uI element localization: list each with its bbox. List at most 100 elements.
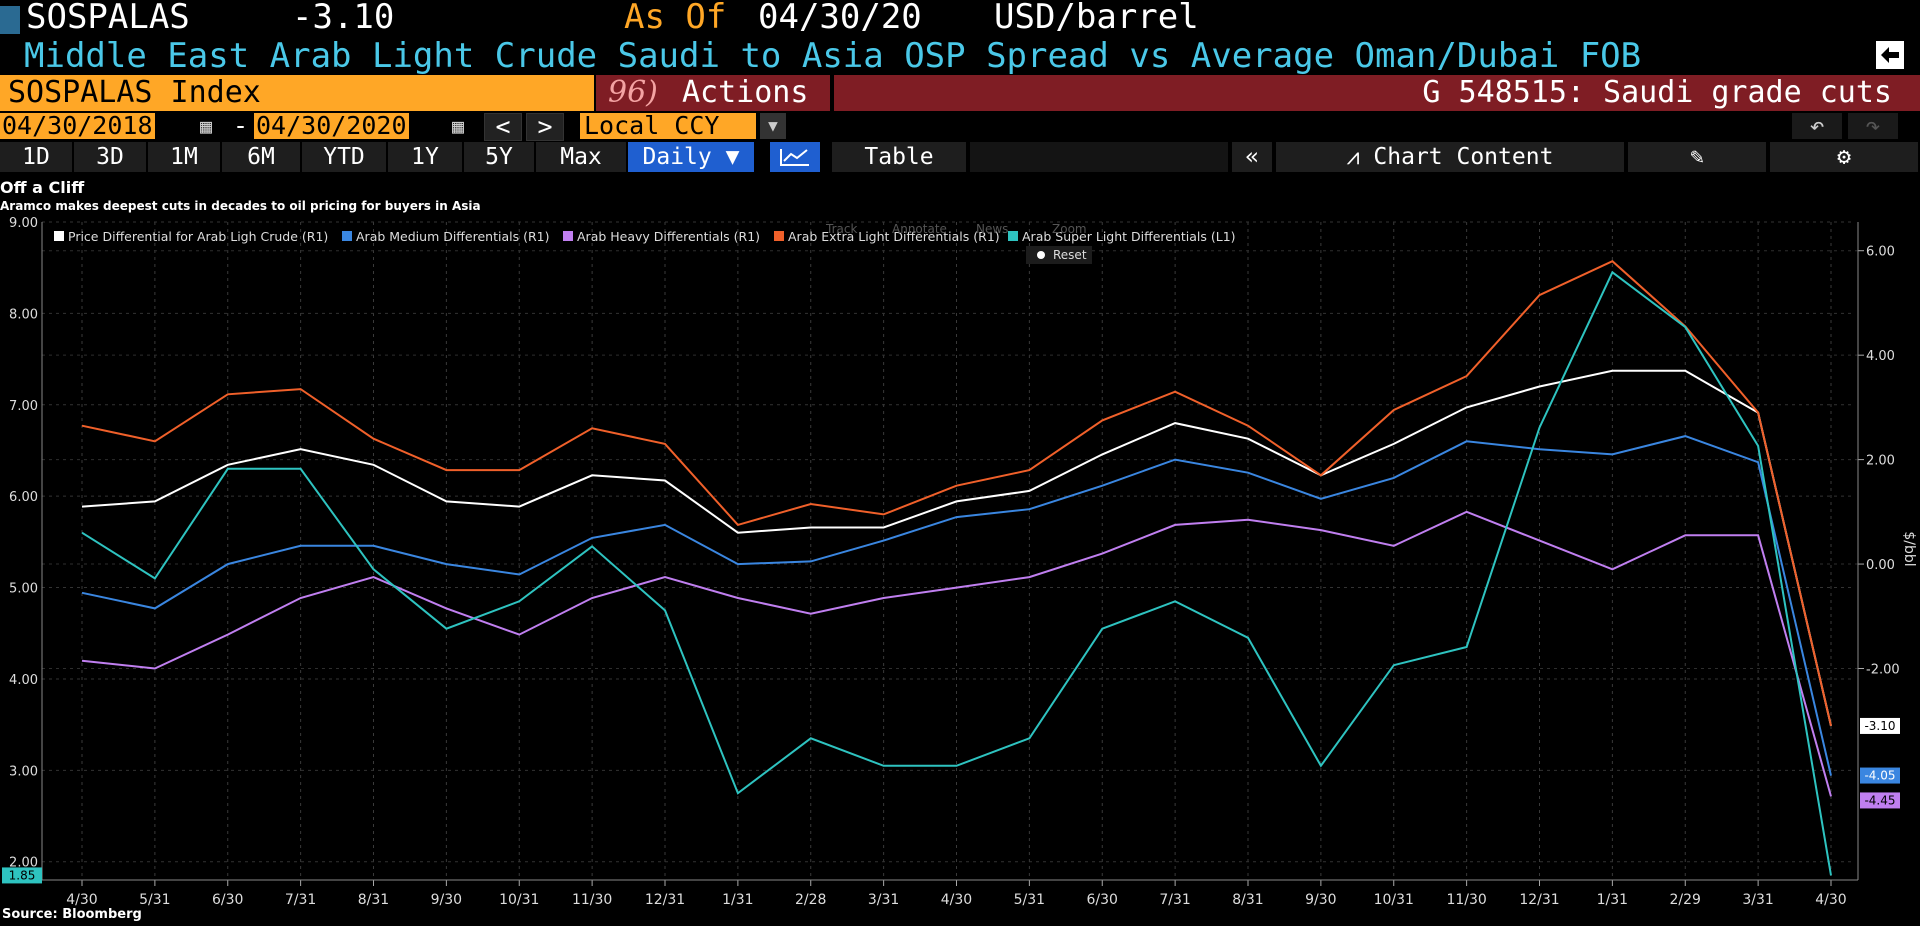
chevron-down-icon[interactable]: ▼ [760, 113, 786, 139]
series-line-1[interactable] [81, 435, 1832, 776]
y-tick-label-left: 8.00 [9, 307, 38, 322]
period-6m[interactable]: 6M [222, 142, 302, 172]
period-1m[interactable]: 1M [148, 142, 222, 172]
currency-select[interactable]: Local CCY [580, 113, 756, 139]
edit-icon[interactable]: ✎ [1628, 142, 1768, 172]
redo-icon[interactable]: ↷ [1848, 113, 1898, 139]
track-tool[interactable]: Track [825, 222, 857, 236]
chevron-right-icon[interactable]: > [526, 113, 564, 141]
as-of-label: As Of [624, 0, 727, 37]
period-1y[interactable]: 1Y [388, 142, 464, 172]
plot-area [42, 222, 1858, 880]
series-line-2[interactable] [81, 510, 1832, 797]
line-chart[interactable]: 4/30 5/31 6/30 7/31 8/31 9/30 10/31 11/30 12/31 1… [0, 214, 1920, 906]
x-tick-label: 9/30 [1305, 892, 1336, 906]
actions-number: 96) [608, 75, 658, 110]
x-tick-label: 12/31 [1519, 892, 1559, 906]
y-axis-label-right: $/bbl [1901, 531, 1917, 566]
y-tick-label-left: 3.00 [9, 764, 38, 779]
start-date-input[interactable]: 04/30/2018 [0, 111, 155, 140]
y-tick-label-left: 4.00 [9, 673, 38, 688]
unit: USD/barrel [994, 0, 1199, 37]
chart-toolbar: 1D 3D 1M 6M YTD 1Y 5Y Max Daily ▼ Table … [0, 142, 1920, 172]
chart-subtitle: Aramco makes deepest cuts in decades to … [0, 199, 481, 213]
reset-button[interactable] [1026, 246, 1092, 264]
collapse-icon[interactable]: « [1232, 142, 1274, 172]
period-max[interactable]: Max [536, 142, 628, 172]
as-of-date: 04/30/20 [758, 0, 922, 37]
last-value-tag-medium: -4.05 [1864, 769, 1895, 783]
legend-label: Price Differential for Arab Ligh Crude (… [68, 229, 328, 244]
x-tick-label: 4/30 [66, 892, 97, 906]
x-tick-label: 8/31 [1232, 892, 1263, 906]
gear-icon[interactable]: ⚙ [1770, 142, 1920, 172]
period-3d[interactable]: 3D [74, 142, 148, 172]
last-value-tag-white: -3.10 [1864, 719, 1895, 733]
x-tick-label: 11/30 [572, 892, 612, 906]
y-tick-label-right: 2.00 [1866, 454, 1895, 469]
x-tick-label: 3/31 [868, 892, 899, 906]
chevron-left-icon[interactable]: < [484, 113, 522, 141]
series-line-0[interactable] [81, 369, 1832, 727]
x-tick-label: 10/31 [499, 892, 539, 906]
zoom-tool[interactable]: Zoom [1052, 222, 1087, 236]
series-line-3[interactable] [81, 260, 1832, 727]
actions-menu[interactable]: 96) Actions ▼ [596, 75, 830, 142]
x-tick-label: 4/30 [1815, 892, 1846, 906]
calendar-icon[interactable]: ▦ [200, 114, 213, 138]
x-tick-label: 11/30 [1446, 892, 1486, 906]
line-chart-icon[interactable] [770, 142, 822, 172]
x-tick-label: 3/31 [1742, 892, 1773, 906]
ticker: SOSPALAS [26, 0, 190, 37]
x-tick-label: 7/31 [285, 892, 316, 906]
x-tick-label: 10/31 [1374, 892, 1414, 906]
last-value-tag-superlight-box [2, 867, 42, 884]
series-line-4[interactable] [81, 270, 1832, 876]
last-value-tag-white-box [1860, 717, 1900, 734]
legend-label: Arab Heavy Differentials (R1) [577, 229, 760, 244]
legend-swatch [342, 231, 352, 241]
last-value-tag-medium-box [1860, 767, 1900, 784]
period-ytd[interactable]: YTD [302, 142, 388, 172]
exit-icon[interactable] [1875, 40, 1905, 70]
table-button[interactable]: Table [832, 142, 968, 172]
x-tick-label: 4/30 [941, 892, 972, 906]
y-tick-label-right: 6.00 [1866, 245, 1895, 260]
undo-icon[interactable]: ↶ [1792, 113, 1842, 139]
actions-label: Actions [681, 75, 809, 110]
x-tick-label: 6/30 [1087, 892, 1118, 906]
source-note: Source: Bloomberg [2, 907, 142, 922]
news-tool[interactable]: News [976, 222, 1008, 236]
legend-label: Arab Medium Differentials (R1) [356, 229, 549, 244]
x-tick-label: 8/31 [358, 892, 389, 906]
end-date-input[interactable]: 04/30/2020 [254, 111, 409, 140]
period-5y[interactable]: 5Y [464, 142, 536, 172]
frequency-label: Daily [642, 144, 712, 170]
y-tick-label-left: 2.00 [9, 856, 38, 871]
x-tick-label: 5/31 [139, 892, 170, 906]
legend-swatch [563, 231, 573, 241]
chevron-down-icon: ▼ [725, 144, 740, 170]
news-headline[interactable]: G 548515: Saudi grade cuts [834, 75, 1920, 111]
security-field[interactable]: SOSPALAS Index [0, 75, 594, 111]
y-tick-label-left: 6.00 [9, 490, 38, 505]
y-tick-label-left: 7.00 [9, 399, 38, 414]
frequency-select[interactable]: Daily ▼ [628, 142, 756, 172]
x-tick-label: 9/30 [431, 892, 462, 906]
x-tick-label: 1/31 [1597, 892, 1628, 906]
x-tick-label: 7/31 [1159, 892, 1190, 906]
chart-title: Off a Cliff [0, 178, 85, 197]
calendar-icon[interactable]: ▦ [452, 114, 465, 138]
last-value-tag-heavy-box [1860, 792, 1900, 809]
date-dash: - [233, 111, 249, 140]
header-row: SOSPALAS -3.10 As Of 04/30/20 USD/barrel [0, 0, 1920, 36]
legend-swatch [774, 231, 784, 241]
legend-swatch [54, 231, 64, 241]
period-1d[interactable]: 1D [0, 142, 74, 172]
y-tick-label-right: -2.00 [1866, 663, 1900, 678]
annotate-tool[interactable]: Annotate [892, 222, 947, 236]
last-value-tag-superlight: 1.85 [9, 868, 36, 882]
chart-content-button[interactable]: ⩘ Chart Content [1276, 142, 1626, 172]
y-tick-label-left: 5.00 [9, 582, 38, 597]
last-value-tag-heavy: -4.45 [1864, 793, 1895, 807]
